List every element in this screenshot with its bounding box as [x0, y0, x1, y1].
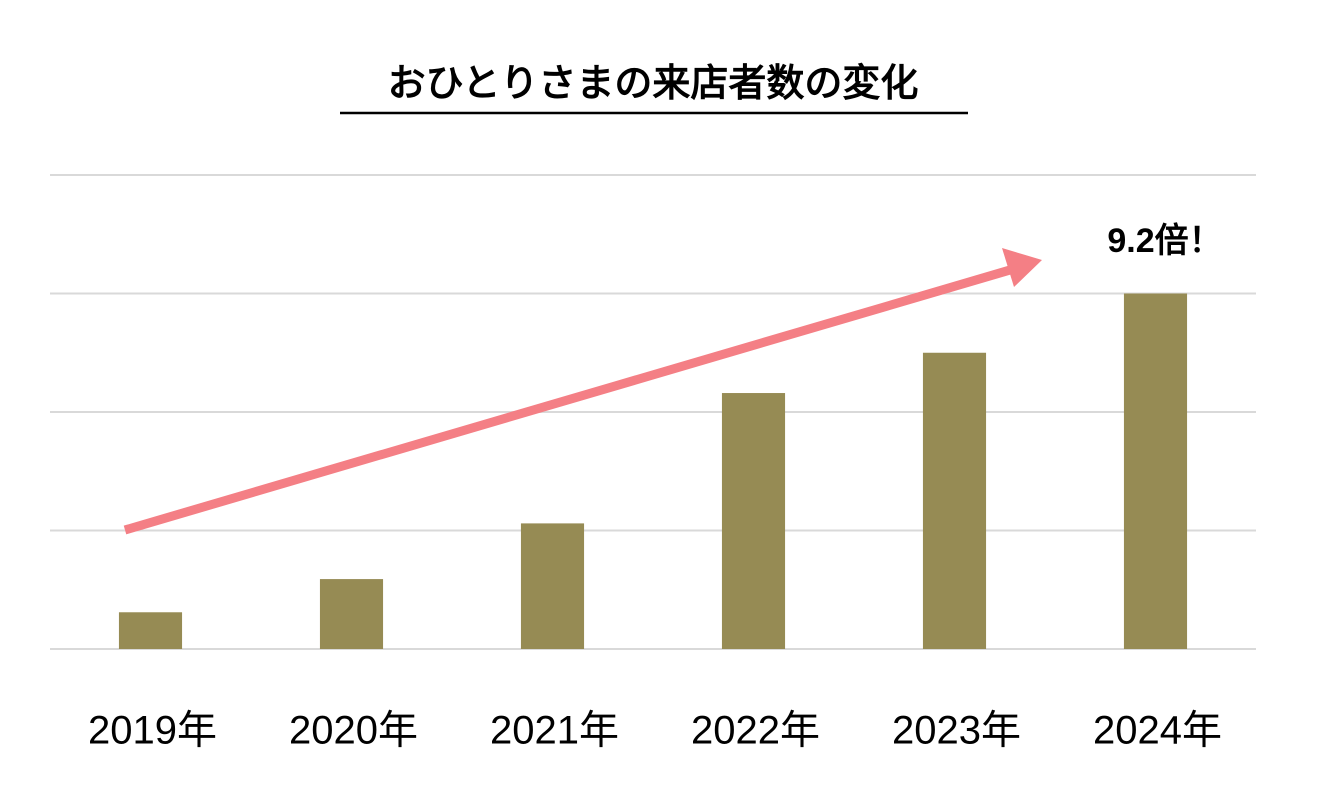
x-tick-label: 2024年 — [1093, 709, 1222, 753]
bar — [319, 579, 384, 649]
bar — [922, 352, 987, 649]
arrow-head — [1002, 248, 1042, 287]
x-tick-label: 2023年 — [892, 709, 1021, 753]
bar — [1123, 293, 1188, 649]
bar — [118, 612, 183, 649]
x-tick-label: 2022年 — [691, 709, 820, 753]
chart-title: おひとりさまの来店者数の変化 — [388, 62, 919, 105]
bar — [721, 393, 786, 649]
annotation: 9.2倍！ — [1107, 222, 1222, 260]
x-tick-label: 2019年 — [88, 709, 217, 753]
x-tick-label: 2021年 — [490, 709, 619, 753]
bars — [118, 293, 1188, 649]
bar — [520, 523, 585, 649]
grid — [50, 174, 1256, 650]
trend-arrow — [123, 265, 1012, 535]
x-tick-label: 2020年 — [289, 709, 418, 753]
